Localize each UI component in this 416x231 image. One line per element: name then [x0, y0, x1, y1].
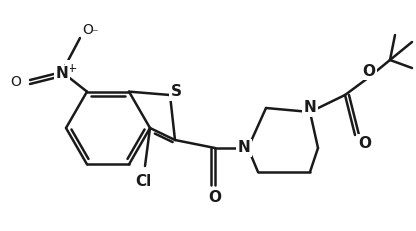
Text: O: O	[82, 23, 94, 37]
Text: O: O	[10, 75, 22, 89]
Text: O: O	[362, 64, 376, 79]
Text: O: O	[359, 136, 371, 151]
Text: N: N	[238, 140, 250, 155]
Text: ⁻: ⁻	[91, 27, 97, 40]
Text: N: N	[304, 100, 317, 116]
Text: N: N	[56, 67, 68, 82]
Text: S: S	[171, 85, 181, 100]
Text: +: +	[67, 61, 77, 75]
Text: O: O	[208, 189, 221, 204]
Text: Cl: Cl	[135, 174, 151, 189]
